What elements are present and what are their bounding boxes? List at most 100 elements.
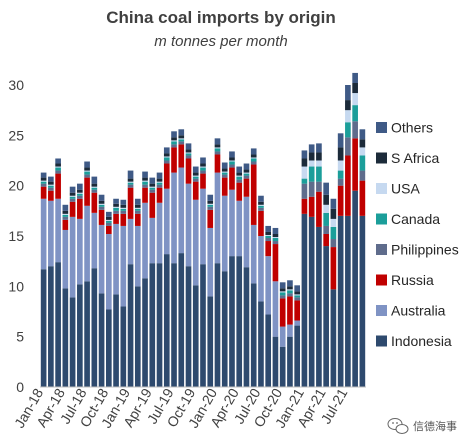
bar-segment-usa [272,237,279,239]
bar-segment-s-africa [250,154,257,158]
bar-segment-s-africa [200,163,206,167]
bar-segment-canada [301,178,308,184]
bar-segment-philippines [127,184,134,188]
bar-segment-canada [229,161,235,165]
bar-segment-others [40,172,47,178]
bar-segment-usa [127,181,134,183]
bar-segment-usa [200,166,206,168]
bar-segment-others [265,225,272,232]
bar-segment-indonesia [250,283,257,387]
bar-segment-indonesia [185,266,192,387]
bar-segment-canada [48,185,54,188]
bar-segment-canada [258,205,264,208]
bar-segment-s-africa [84,167,90,171]
bar-segment-s-africa [265,231,272,235]
bar-segment-russia [171,147,177,173]
bar-segment-s-africa [279,288,286,292]
bar-segment-indonesia [272,336,279,387]
bar-segment-others [330,198,337,209]
bar-segment-s-africa [55,163,61,167]
bar-segment-philippines [192,178,199,182]
bar-segment-australia [127,218,134,265]
bar-segment-s-africa [134,204,141,208]
bar-segment-others [258,195,264,202]
bar-segment-s-africa [106,216,112,220]
bar-segment-indonesia [229,256,235,387]
bar-segment-canada [265,236,272,239]
bar-segment-canada [113,207,119,211]
bar-segment-canada [316,166,322,182]
bar-segment-usa [359,147,366,156]
bar-segment-usa [156,181,163,183]
legend-swatch [376,244,387,255]
bar-segment-canada [279,292,286,296]
bar-segment-others [156,172,163,179]
bar-segment-others [308,144,315,153]
bar-segment-s-africa [316,152,322,161]
bar-segment-philippines [77,195,83,199]
bar-segment-s-africa [359,139,366,148]
bar-segment-russia [127,187,134,219]
bar-segment-canada [243,173,250,176]
bar-segment-philippines [134,210,141,214]
bar-segment-canada [62,214,69,217]
bar-segment-canada [214,148,221,152]
bar-segment-russia [106,225,112,234]
bar-segment-russia [236,182,243,201]
bar-segment-canada [287,290,293,294]
bar-segment-indonesia [221,271,228,387]
bar-segment-canada [359,155,366,171]
bar-segment-usa [149,186,156,188]
bar-segment-canada [178,139,185,142]
bar-segment-others [229,151,235,158]
bar-segment-australia [106,233,112,310]
bar-segment-others [113,198,119,204]
bar-segment-russia [40,186,47,199]
bar-segment-canada [156,182,163,185]
bar-segment-philippines [229,164,235,168]
bar-segment-indonesia [178,253,185,387]
bar-segment-indonesia [214,263,221,387]
bar-segment-others [120,199,127,205]
bar-segment-indonesia [352,190,358,387]
bar-segment-australia [229,189,235,257]
bar-segment-others [221,162,228,169]
bar-segment-canada [323,212,329,226]
bar-segment-australia [98,224,105,294]
bar-segment-canada [337,170,344,179]
bar-segment-russia [84,177,90,206]
bar-segment-canada [127,182,134,185]
bar-segment-others [48,176,54,182]
bar-segment-indonesia [98,293,105,387]
bar-segment-usa [250,157,257,159]
legend-swatch [376,152,387,164]
legend-swatch [376,335,387,347]
bar-segment-philippines [214,151,221,155]
bar-segment-indonesia [163,254,170,387]
bars-group [40,72,366,387]
bar-segment-s-africa [272,233,279,238]
bar-segment-philippines [55,170,61,174]
bar-segment-usa [243,172,250,174]
bar-segment-usa [221,171,228,173]
bar-segment-usa [236,175,243,177]
legend-label: Russia [391,272,434,288]
bar-segment-canada [106,220,112,223]
bar-segment-usa [265,234,272,236]
bar-segment-philippines [359,170,366,181]
bar-segment-philippines [207,206,214,210]
bar-segment-canada [98,204,105,207]
bar-segment-others [142,171,148,178]
bar-segment-usa [185,152,192,154]
bar-segment-philippines [142,184,148,188]
bar-segment-indonesia [69,297,76,387]
bar-segment-russia [323,233,329,247]
bar-segment-others [294,285,300,292]
bar-segment-australia [207,227,214,297]
bar-segment-australia [163,188,170,255]
bar-segment-s-africa [178,135,185,139]
bar-segment-canada [272,238,279,242]
watermark-text: 信德海事 [413,419,457,433]
bar-segment-usa [323,204,329,213]
